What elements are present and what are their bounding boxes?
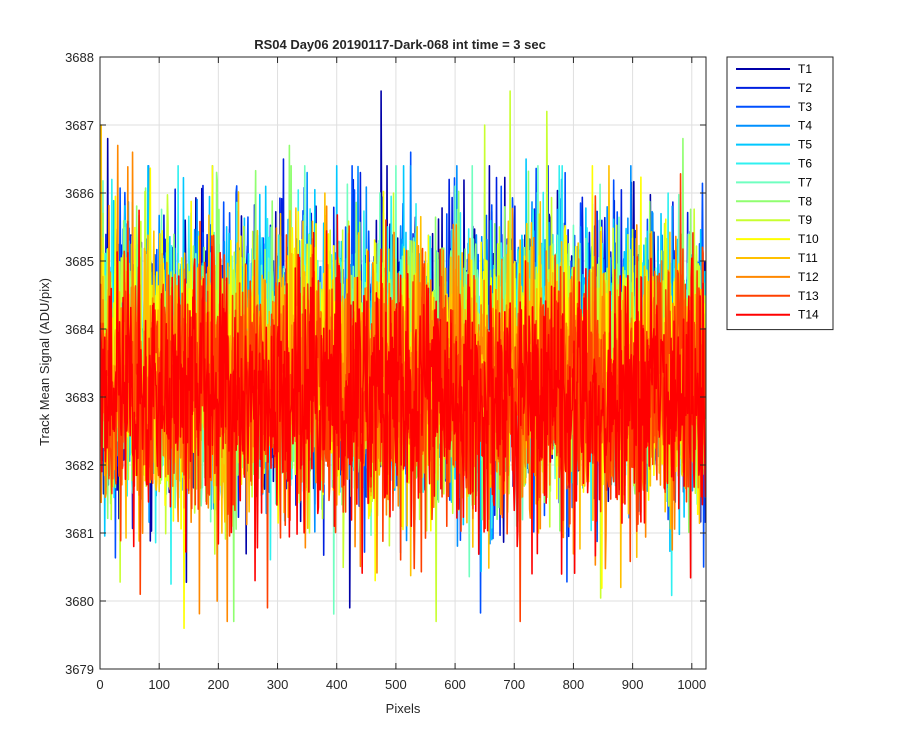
legend-entry: T13 — [798, 289, 819, 303]
x-tick-label: 200 — [208, 677, 230, 692]
x-tick-label: 0 — [96, 677, 103, 692]
axes-box — [99, 56, 707, 670]
y-tick-label: 3679 — [65, 662, 94, 677]
x-axis-label: Pixels — [386, 701, 421, 716]
y-tick-label: 3680 — [65, 594, 94, 609]
x-tick-label: 900 — [622, 677, 644, 692]
axis-ticks — [99, 56, 706, 670]
y-tick-label: 3688 — [65, 50, 94, 65]
x-tick-label: 1000 — [677, 677, 706, 692]
x-tick-labels: 0 100 200 300 400 500 600 700 800 900 1000 — [96, 677, 706, 692]
legend-entry: T9 — [798, 213, 812, 227]
series-line-t14 — [100, 209, 706, 582]
legend-entry: T11 — [798, 251, 818, 265]
x-tick-label: 100 — [148, 677, 170, 692]
y-tick-label: 3681 — [65, 526, 94, 541]
legend-entry: T4 — [798, 119, 812, 133]
x-tick-label: 700 — [503, 677, 525, 692]
x-tick-label: 500 — [385, 677, 407, 692]
legend-entry: T8 — [798, 194, 812, 208]
legend-entry: T7 — [798, 175, 812, 189]
y-tick-label: 3684 — [65, 322, 94, 337]
legend: T1 T2 T3 T4 T5 T6 T7 T8 T9 T10 T11 T12 T13 T14 — [726, 56, 834, 331]
y-tick-label: 3686 — [65, 186, 94, 201]
legend-entry: T12 — [798, 270, 819, 284]
y-axis-label: Track Mean Signal (ADU/pix) — [37, 278, 52, 446]
legend-entry: T2 — [798, 81, 812, 95]
series-lines — [100, 90, 706, 629]
y-tick-label: 3683 — [65, 390, 94, 405]
x-tick-label: 800 — [563, 677, 585, 692]
x-tick-label: 600 — [444, 677, 466, 692]
legend-entry: T3 — [798, 100, 812, 114]
legend-entry: T10 — [798, 232, 819, 246]
y-tick-labels: 3679 3680 3681 3682 3683 3684 3685 3686 3687 3688 — [65, 50, 94, 677]
y-tick-label: 3682 — [65, 458, 94, 473]
legend-entry: T1 — [798, 62, 812, 76]
x-tick-label: 300 — [267, 677, 289, 692]
legend-entry: T14 — [798, 308, 819, 322]
y-tick-label: 3687 — [65, 118, 94, 133]
legend-entry: T5 — [798, 138, 812, 152]
legend-entry: T6 — [798, 157, 812, 171]
chart-title: RS04 Day06 20190117-Dark-068 int time = … — [254, 37, 546, 52]
plot-area: 0 100 200 300 400 500 600 700 800 900 1000 3679 368… — [65, 50, 707, 692]
x-tick-label: 400 — [326, 677, 348, 692]
legend-box — [726, 56, 834, 331]
y-tick-label: 3685 — [65, 254, 94, 269]
